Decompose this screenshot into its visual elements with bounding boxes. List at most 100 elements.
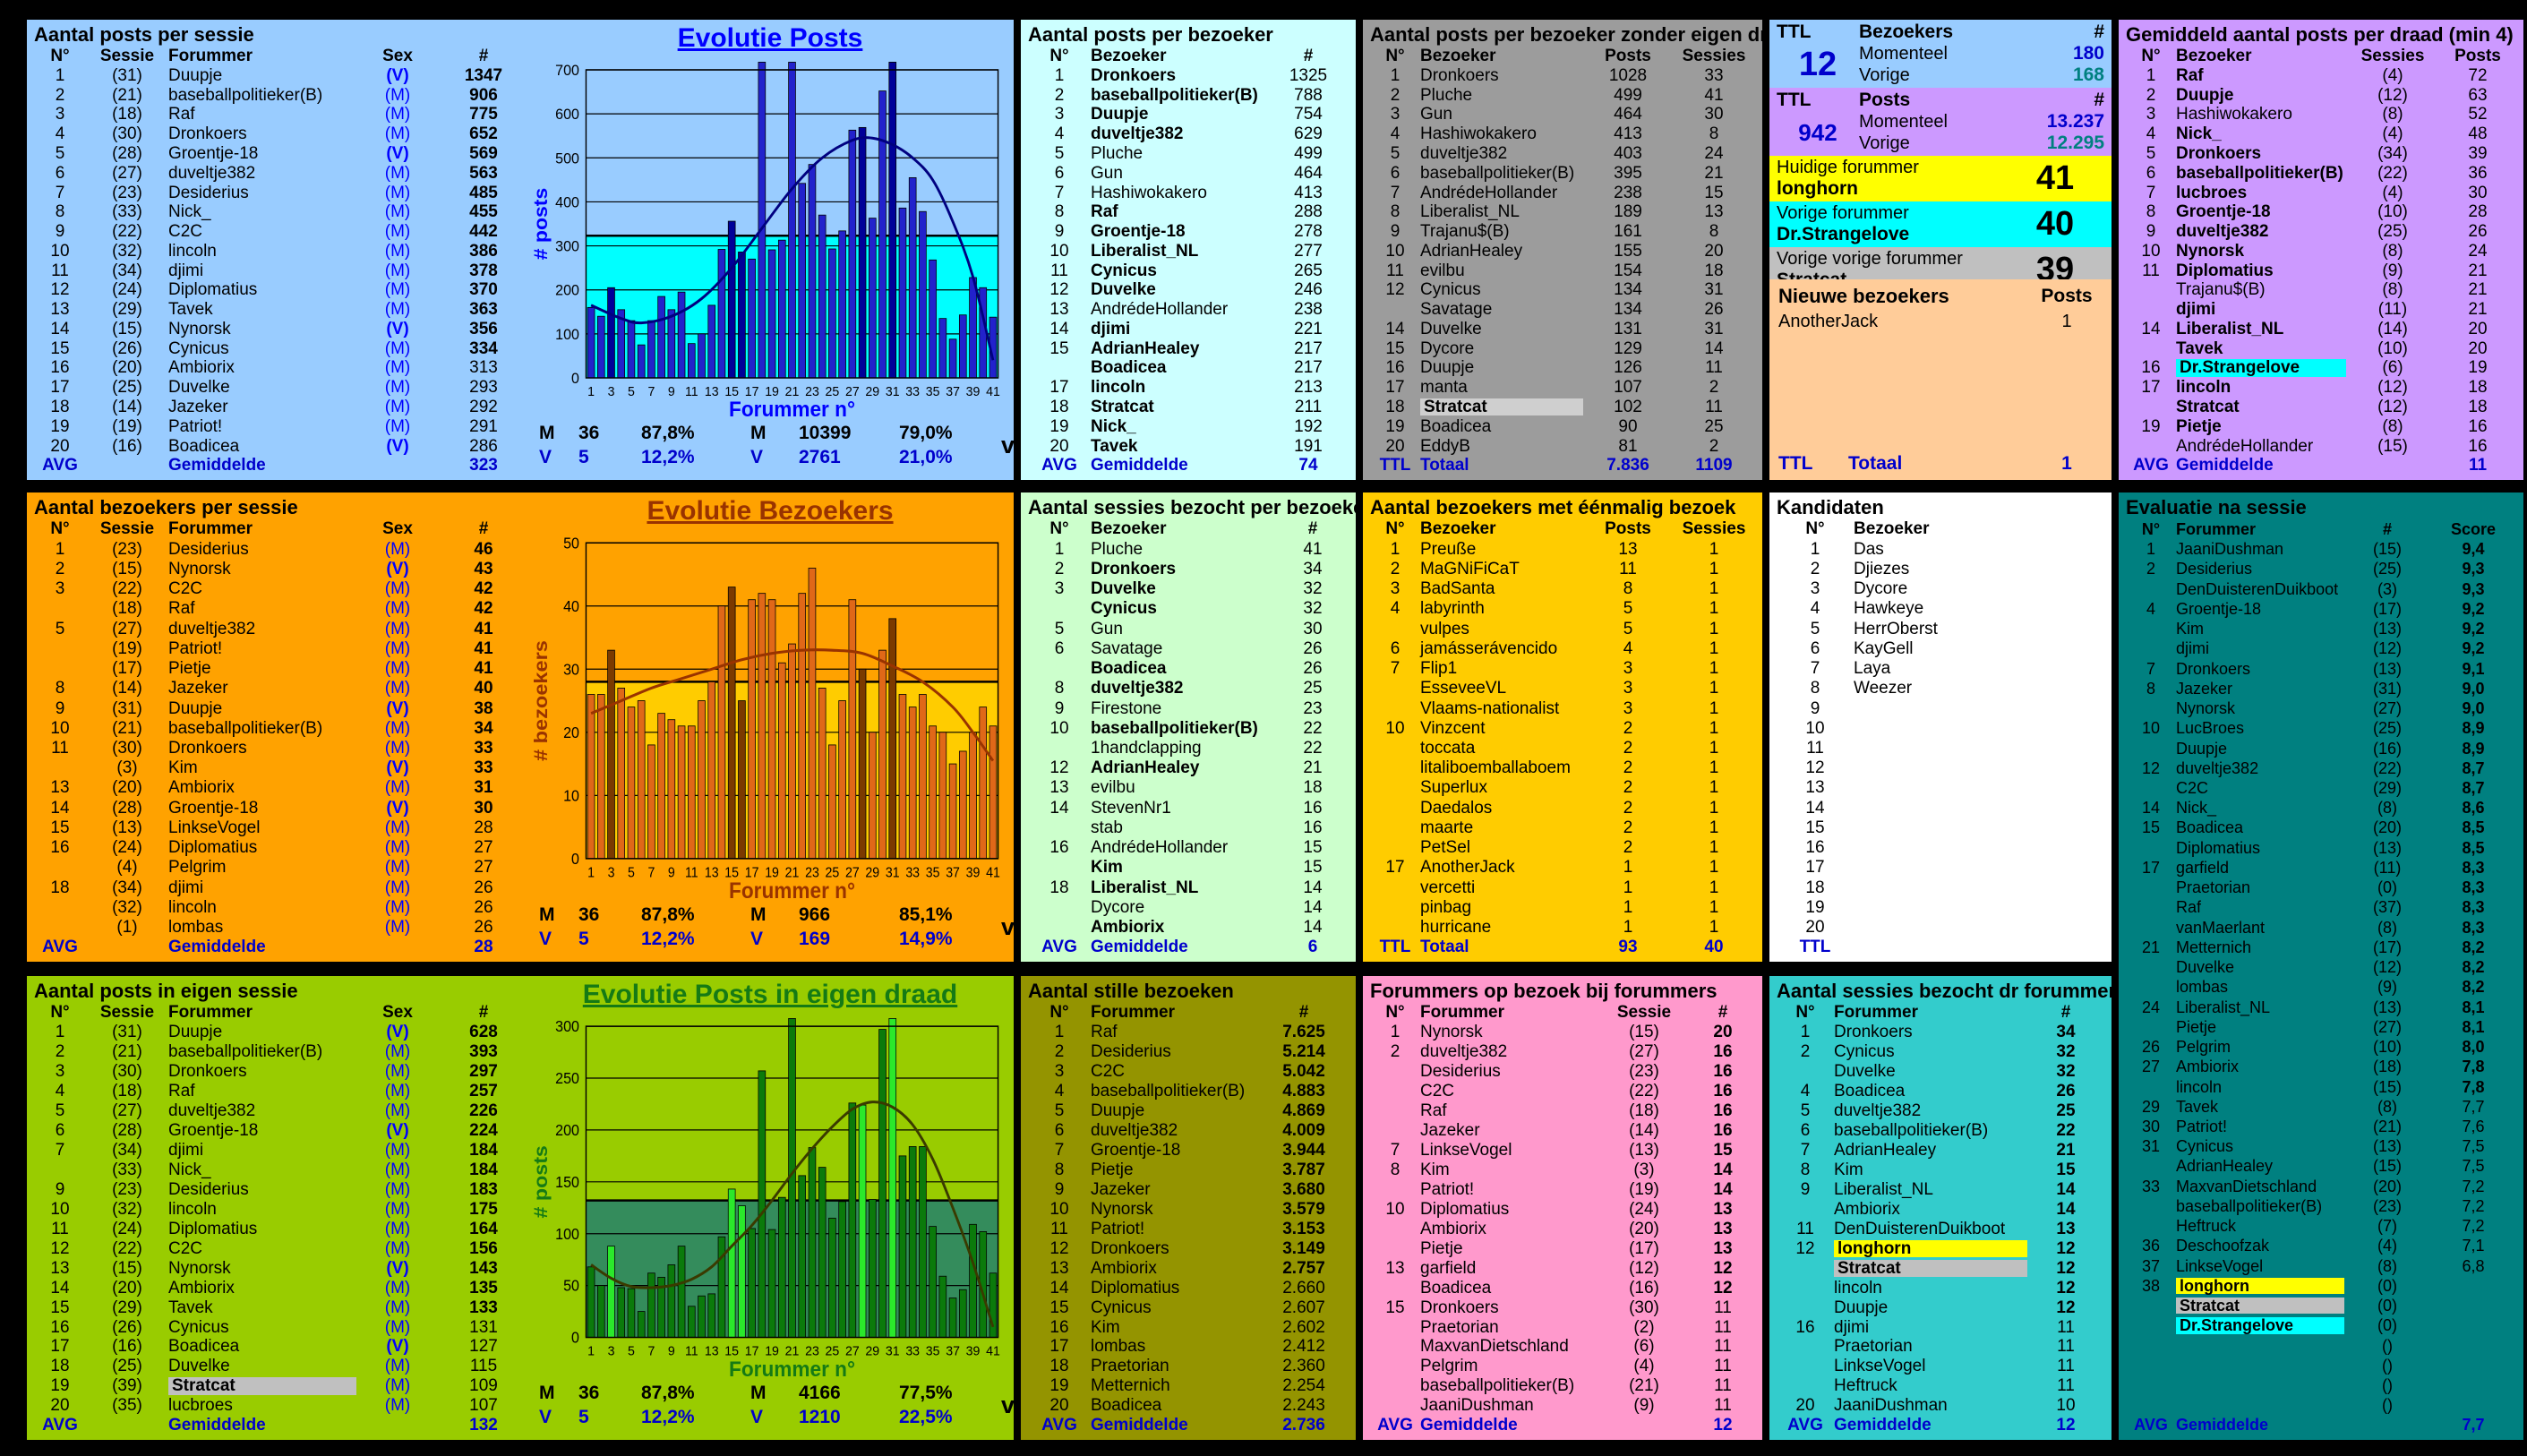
table-row[interactable]: 2 Cynicus 32 (1800, 1042, 2076, 1062)
table-row[interactable]: 5 duveltje382 25 (1800, 1101, 2076, 1121)
table-row[interactable]: 11 Patriot! 3.153 (1050, 1219, 1325, 1238)
table-row[interactable]: Stratcat (12) 18 (2176, 397, 2488, 416)
table-row[interactable]: 7 (23) Desiderius (M) 485 (55, 183, 498, 202)
table-row[interactable]: (19) Patriot! (M) 41 (112, 638, 493, 658)
table-row[interactable]: 10 Liberalist_NL 277 (1049, 241, 1323, 261)
table-row[interactable]: 7 AdrianHealey 21 (1800, 1140, 2076, 1160)
table-row[interactable]: 8 Raf 288 (1054, 202, 1323, 222)
table-row[interactable]: 7 Flip1 3 1 (1390, 659, 1719, 679)
table-row[interactable]: 4 duveltje382 629 (1054, 124, 1323, 144)
table-row[interactable]: 13 evilbu 18 (1049, 778, 1323, 798)
table-row[interactable]: Heftruck 11 (1834, 1376, 2075, 1396)
table-row[interactable]: Superlux 2 1 (1420, 778, 1719, 798)
table-row[interactable]: 3 Hashiwokakero (8) 52 (2146, 105, 2488, 124)
table-row[interactable]: 21 Metternich (17) 8,2 (2141, 938, 2485, 956)
table-row[interactable]: Kim (13) 9,2 (2176, 620, 2485, 638)
table-row[interactable]: 13 (1805, 778, 1825, 798)
table-row[interactable]: 15 Dycore 129 14 (1385, 338, 1724, 358)
table-row[interactable]: LinkseVogel 11 (1834, 1357, 2075, 1376)
table-row[interactable]: stab 16 (1091, 818, 1323, 837)
table-row[interactable]: Raf (18) 16 (1420, 1101, 1733, 1121)
table-row[interactable]: 16 Duupje 126 11 (1385, 358, 1723, 378)
table-row[interactable]: 20 (1805, 918, 1825, 938)
table-row[interactable]: 20 EddyB 81 2 (1385, 436, 1719, 456)
table-row[interactable]: 10 (32) lincoln (M) 175 (50, 1199, 498, 1219)
table-row[interactable]: 16 (24) Diplomatius (M) 27 (50, 838, 493, 858)
table-row[interactable]: 10 Nynorsk (8) 24 (2141, 241, 2488, 261)
table-row[interactable]: 5 Duupje 4.869 (1054, 1101, 1325, 1121)
table-row[interactable]: 10 (1805, 718, 1825, 738)
table-row[interactable]: 18 Praetorian 2.360 (1049, 1357, 1325, 1376)
table-row[interactable]: Daedalos 2 1 (1420, 798, 1719, 818)
table-row[interactable]: 8 duveltje382 25 (1054, 679, 1323, 698)
table-row[interactable]: 7 Dronkoers (13) 9,1 (2146, 659, 2485, 678)
table-row[interactable]: baseballpolitieker(B) (23) 7,2 (2176, 1196, 2485, 1215)
table-row[interactable]: Stratcat (0) (2126, 1296, 2516, 1315)
table-row[interactable]: 8 (14) Jazeker (M) 40 (55, 679, 493, 698)
table-row[interactable]: Jazeker (14) 16 (1420, 1121, 1733, 1140)
table-row[interactable]: 1 Dronkoers 1325 (1054, 65, 1328, 85)
table-row[interactable]: 37 LinkseVogel (8) 6,8 (2141, 1256, 2485, 1275)
table-row[interactable]: 14 (28) Groentje-18 (V) 30 (50, 798, 493, 818)
table-row[interactable]: djimi (12) 9,2 (2176, 639, 2485, 658)
table-row[interactable]: C2C (29) 8,7 (2176, 778, 2485, 797)
table-row[interactable]: 27 Ambiorix (18) 7,8 (2141, 1058, 2485, 1076)
table-row[interactable]: 11 (30) Dronkoers (M) 33 (51, 739, 493, 758)
table-row[interactable]: 13 (15) Nynorsk (V) 143 (50, 1258, 498, 1278)
table-row[interactable]: 9 Liberalist_NL 14 (1800, 1179, 2076, 1199)
table-row[interactable]: 17 lincoln (12) 18 (2141, 378, 2488, 398)
table-row[interactable]: 1 Dronkoers 1028 33 (1390, 65, 1724, 85)
table-row[interactable]: 11 Diplomatius (9) 21 (2142, 261, 2488, 280)
table-row[interactable]: Boadicea (16) 12 (1420, 1278, 1733, 1298)
table-row[interactable]: 26 Pelgrim (10) 8,0 (2141, 1038, 2485, 1057)
table-row[interactable]: 20 (35) lucbroes (M) 107 (50, 1396, 498, 1416)
table-row[interactable]: lincoln 12 (1834, 1278, 2076, 1298)
table-row[interactable]: toccata 2 1 (1420, 739, 1719, 758)
table-row[interactable]: 15 (29) Tavek (M) 133 (50, 1298, 498, 1317)
table-row[interactable]: 14 djimi 221 (1049, 319, 1323, 338)
table-row[interactable]: 3 Duvelke 32 (1054, 579, 1323, 599)
table-row[interactable]: 9 (1810, 698, 1820, 718)
table-row[interactable]: 4 labyrinth 5 1 (1390, 599, 1719, 619)
table-row[interactable]: 8 (33) Nick_ (M) 455 (55, 202, 498, 222)
table-row[interactable]: pinbag 1 1 (1420, 897, 1719, 917)
table-row[interactable]: 9 Trajanu$(B) 161 8 (1390, 222, 1719, 242)
table-row[interactable]: 5 Pluche 499 (1054, 144, 1323, 164)
table-row[interactable]: 3 Duupje 754 (1054, 105, 1323, 124)
table-row[interactable]: 7 Laya (1810, 659, 1891, 679)
table-row[interactable]: (18) Raf (M) 42 (112, 599, 493, 619)
table-row[interactable]: Dr.Strangelove (0) (2126, 1315, 2516, 1335)
table-row[interactable]: hurricane 1 1 (1420, 918, 1719, 938)
table-row[interactable]: 6 (28) Groentje-18 (V) 224 (55, 1121, 498, 1140)
table-row[interactable]: Praetorian (0) 8,3 (2176, 878, 2485, 897)
table-row[interactable]: 6 Savatage 26 (1054, 638, 1323, 658)
table-row[interactable]: Ambiorix (20) 13 (1420, 1219, 1733, 1238)
table-row[interactable]: 4 (18) Raf (M) 257 (55, 1082, 498, 1101)
table-row[interactable]: () (2382, 1356, 2393, 1375)
table-row[interactable]: 9 (31) Duupje (V) 38 (55, 698, 493, 718)
table-row[interactable]: Boadicea 26 (1091, 659, 1323, 679)
table-row[interactable]: Vlaams-nationalist 3 1 (1420, 698, 1719, 718)
table-row[interactable]: 12 (1805, 758, 1825, 778)
table-row[interactable]: 3 (18) Raf (M) 775 (55, 105, 498, 124)
table-row[interactable]: 7 (34) djimi (M) 184 (55, 1140, 498, 1160)
table-row[interactable]: (1) lombas (M) 26 (116, 918, 493, 938)
table-row[interactable]: 14 StevenNr1 16 (1049, 798, 1323, 818)
table-row[interactable]: 7 AndrédeHollander 238 15 (1390, 183, 1724, 202)
table-row[interactable]: 10 baseballpolitieker(B) 22 (1049, 718, 1323, 738)
table-row[interactable]: AndrédeHollander (15) 16 (2176, 436, 2488, 456)
table-row[interactable]: 1handclapping 22 (1091, 739, 1323, 758)
table-row[interactable]: MaxvanDietschland (6) 11 (1420, 1337, 1732, 1357)
table-row[interactable]: 24 Liberalist_NL (13) 8,1 (2141, 998, 2485, 1016)
table-row[interactable]: baseballpolitieker(B) (21) 11 (1420, 1376, 1732, 1396)
table-row[interactable]: Duvelke (12) 8,2 (2176, 958, 2485, 977)
table-row[interactable]: 18 (34) djimi (M) 26 (50, 878, 493, 897)
table-row[interactable]: 20 Boadicea 2.243 (1049, 1396, 1325, 1416)
table-row[interactable]: 15 Dronkoers (30) 11 (1385, 1298, 1732, 1317)
table-row[interactable]: 2 MaGNiFiCaT 11 1 (1390, 559, 1719, 578)
table-row[interactable]: Pelgrim (4) 11 (1420, 1357, 1732, 1376)
table-row[interactable]: 2 Djiezes (1810, 559, 1910, 578)
table-row[interactable]: 10 LucBroes (25) 8,9 (2141, 719, 2485, 738)
table-row[interactable]: 17 garfield (11) 8,3 (2141, 858, 2485, 877)
